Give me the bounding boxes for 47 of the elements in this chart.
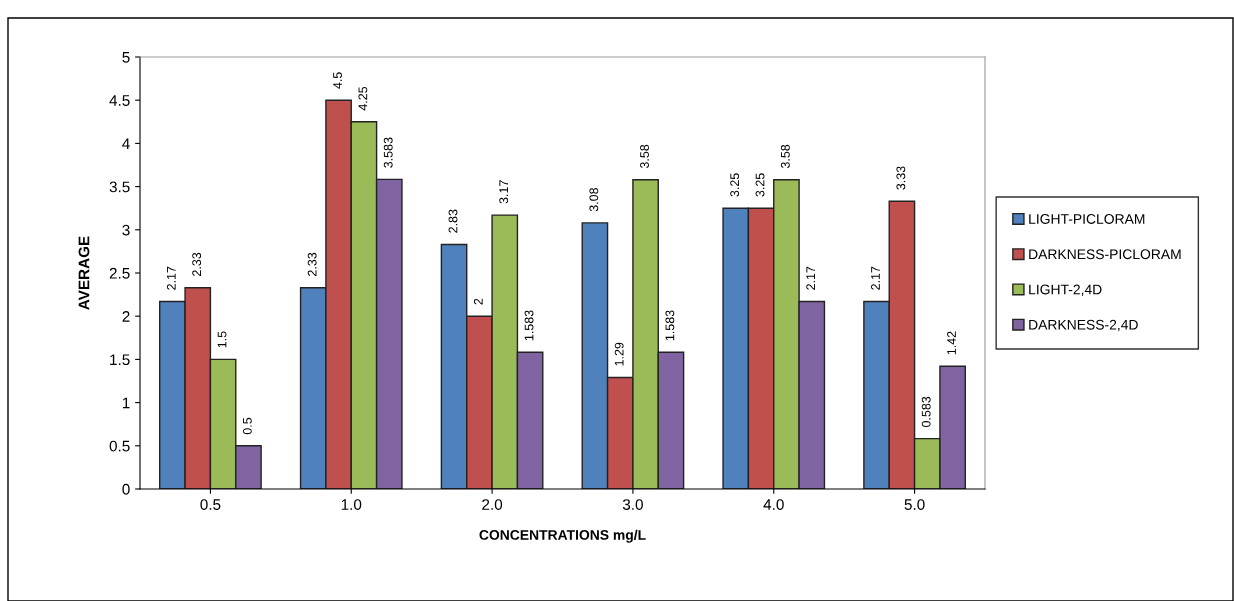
x-tick-label: 4.0 <box>763 499 784 510</box>
data-label: 2.33 <box>307 252 317 276</box>
y-tick-label: 2.5 <box>109 267 130 279</box>
data-label: 1.29 <box>614 342 624 366</box>
data-label: 2.17 <box>806 266 816 290</box>
y-tick-label: 0.5 <box>109 440 130 452</box>
x-tick-label: 2.0 <box>482 499 503 510</box>
data-label: 2 <box>473 298 483 305</box>
data-label: 3.58 <box>780 144 790 169</box>
data-label: 2.83 <box>448 209 458 233</box>
data-label: 3.58 <box>640 144 649 169</box>
data-label: 1.42 <box>947 331 956 355</box>
data-label: 2.33 <box>192 252 202 276</box>
y-tick-label: 5 <box>122 52 130 63</box>
x-tick-label: 0.5 <box>200 499 221 510</box>
x-tick-label: 1.0 <box>341 499 362 510</box>
data-label: 3.33 <box>896 166 906 190</box>
y-tick-label: 0 <box>122 483 130 495</box>
y-tick-label: 3 <box>122 224 130 236</box>
y-tick-label: 2 <box>122 311 130 322</box>
data-label: 1.583 <box>665 310 675 341</box>
y-tick-label: 4.5 <box>109 95 130 106</box>
x-tick-label: 5.0 <box>904 499 925 510</box>
data-label: 1.583 <box>524 310 534 341</box>
x-axis-title: CONCENTRATIONS mg/L <box>479 529 646 543</box>
y-tick-label: 1 <box>122 397 130 409</box>
data-label: 4.5 <box>333 72 342 89</box>
y-tick-label: 4 <box>122 138 130 149</box>
y-tick-label: 1.5 <box>110 354 130 366</box>
legend-label: DARKNESS-PICLORAM <box>1029 249 1181 260</box>
y-axis-title: AVERAGE <box>78 236 90 310</box>
data-label: 3.08 <box>589 187 599 212</box>
data-label: 3.583 <box>383 137 393 168</box>
legend-label: LIGHT-2,4D <box>1029 284 1102 297</box>
y-tick-label: 3.5 <box>109 181 130 193</box>
data-label: 4.25 <box>358 86 368 111</box>
legend-label: DARKNESS-2,4D <box>1029 319 1138 332</box>
data-label: 3.25 <box>730 173 740 197</box>
data-label: 0.583 <box>921 396 931 428</box>
data-label: 0.5 <box>242 417 252 435</box>
data-label: 1.5 <box>217 331 227 348</box>
data-label: 3.17 <box>499 180 509 204</box>
x-tick-label: 3.0 <box>622 499 643 510</box>
legend-label: LIGHT-PICLORAM <box>1029 214 1145 224</box>
data-label: 3.25 <box>755 173 765 197</box>
data-label: 2.17 <box>871 266 880 290</box>
data-label: 2.17 <box>166 266 176 290</box>
